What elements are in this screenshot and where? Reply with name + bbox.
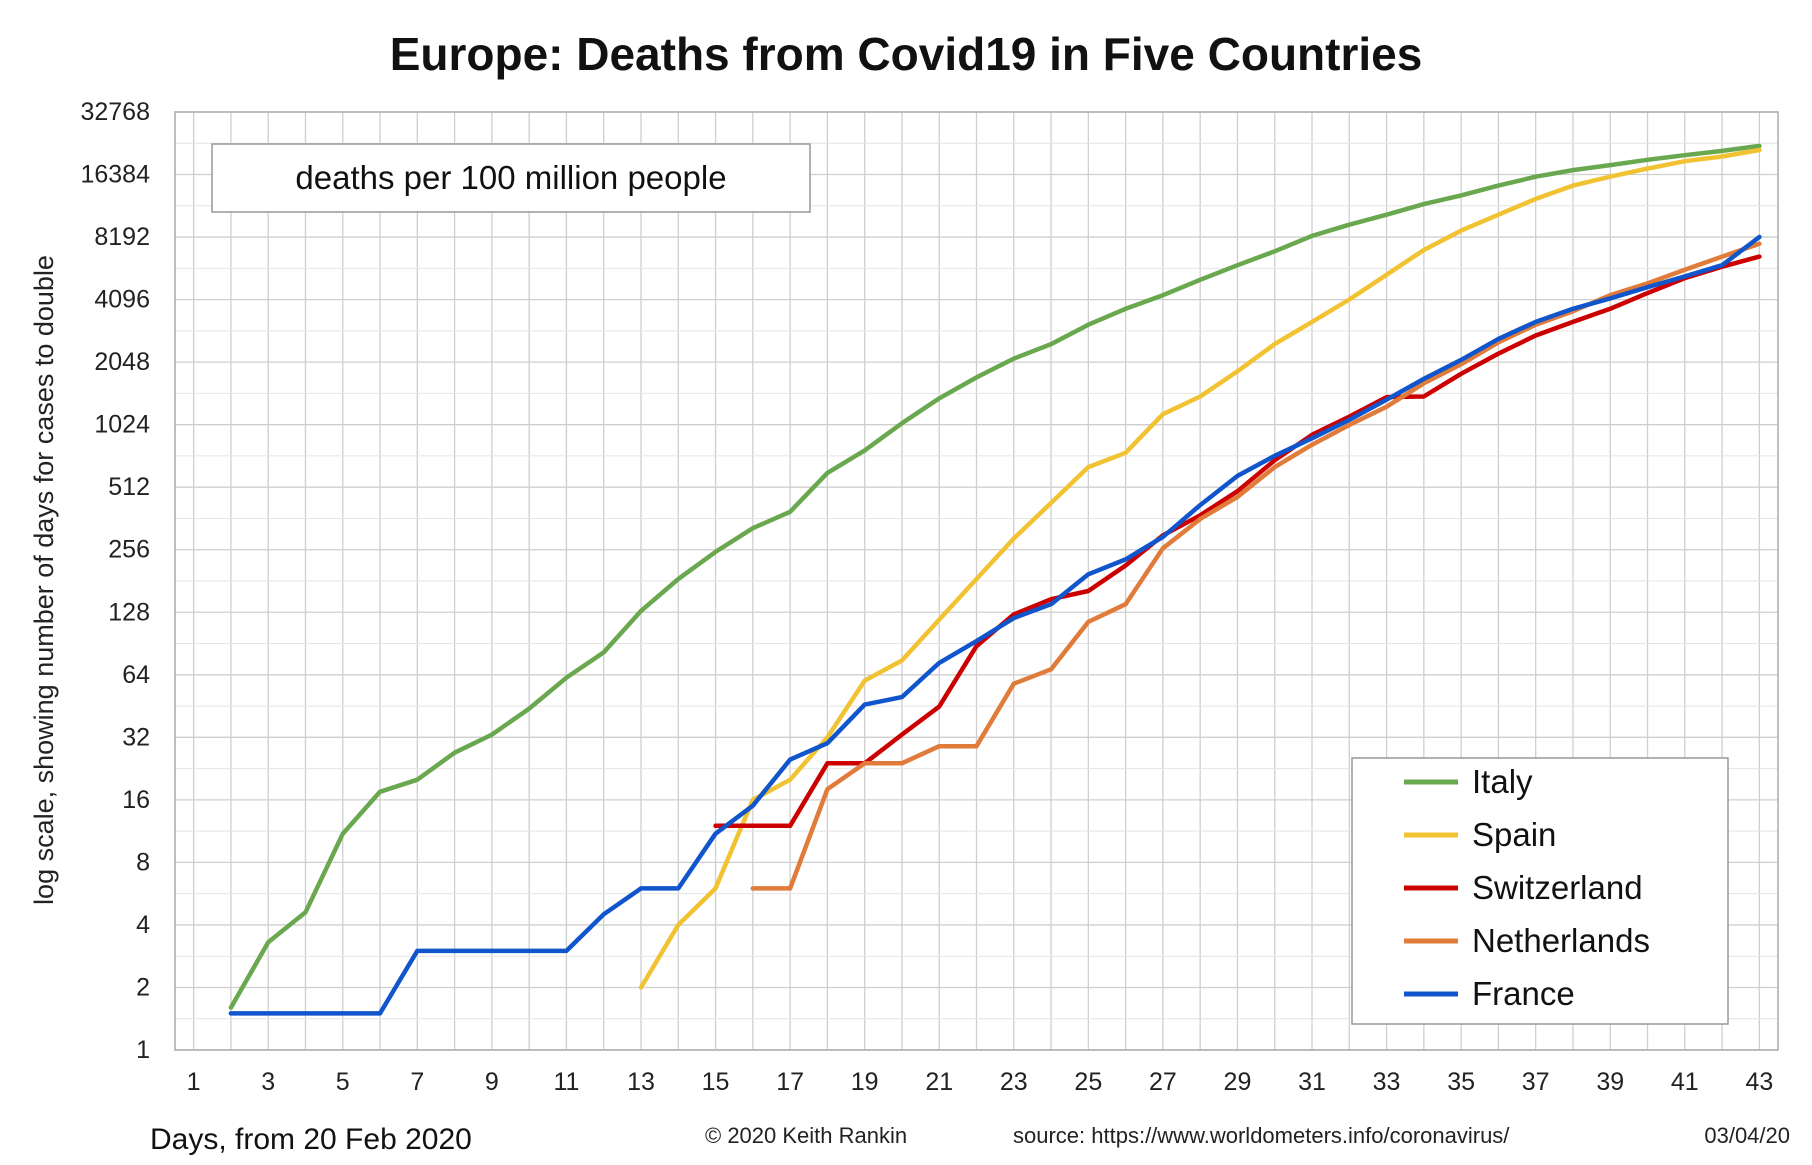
credit-text: © 2020 Keith Rankin xyxy=(705,1123,907,1148)
date-text: 03/04/20 xyxy=(1704,1123,1790,1148)
x-tick-label: 19 xyxy=(851,1068,879,1096)
legend-label-netherlands: Netherlands xyxy=(1472,922,1650,959)
legend-label-france: France xyxy=(1472,975,1575,1012)
legend: Italy Spain Switzerland Netherlands France xyxy=(1404,763,1650,1012)
y-tick-label: 1 xyxy=(136,1036,150,1064)
x-tick-label: 35 xyxy=(1447,1068,1475,1096)
x-tick-label: 31 xyxy=(1298,1068,1326,1096)
x-tick-label: 25 xyxy=(1074,1068,1102,1096)
y-axis-label: log scale, showing number of days for ca… xyxy=(29,255,59,905)
y-tick-label: 4 xyxy=(136,911,150,939)
annotation-text: deaths per 100 million people xyxy=(295,159,726,196)
x-tick-label: 39 xyxy=(1596,1068,1624,1096)
x-tick-label: 29 xyxy=(1224,1068,1252,1096)
x-tick-label: 15 xyxy=(702,1068,730,1096)
y-tick-labels: 1 2 4 8 16 32 64 128 256 512 1024 2048 4096 8192 16384… xyxy=(80,98,150,1064)
y-tick-label: 512 xyxy=(108,473,150,501)
x-tick-label: 9 xyxy=(485,1068,499,1096)
x-tick-label: 33 xyxy=(1373,1068,1401,1096)
x-axis-label: Days, from 20 Feb 2020 xyxy=(150,1123,472,1156)
chart-title: Europe: Deaths from Covid19 in Five Coun… xyxy=(390,28,1423,80)
y-tick-label: 128 xyxy=(108,598,150,626)
legend-label-italy: Italy xyxy=(1472,763,1533,800)
y-tick-label: 1024 xyxy=(94,411,150,439)
y-tick-label: 16 xyxy=(122,786,150,814)
y-tick-label: 256 xyxy=(108,536,150,564)
y-tick-label: 8192 xyxy=(94,223,150,251)
x-tick-label: 27 xyxy=(1149,1068,1177,1096)
legend-label-switzerland: Switzerland xyxy=(1472,869,1643,906)
x-tick-labels: 1 3 5 7 9 11 13 15 17 19 21 23 25 27 29 31 33 35 37 39 41 43 xyxy=(187,1068,1774,1096)
source-text: source: https://www.worldometers.info/co… xyxy=(1013,1123,1510,1148)
legend-label-spain: Spain xyxy=(1472,816,1556,853)
x-tick-label: 11 xyxy=(553,1068,579,1096)
y-tick-label: 16384 xyxy=(80,161,150,189)
series-line-spain xyxy=(638,147,1762,990)
series-lines xyxy=(228,143,1762,1016)
x-tick-label: 37 xyxy=(1522,1068,1550,1096)
x-tick-label: 7 xyxy=(410,1068,424,1096)
plot-border xyxy=(174,111,1779,1051)
x-tick-label: 23 xyxy=(1000,1068,1028,1096)
y-tick-label: 32 xyxy=(122,723,150,751)
x-tick-label: 41 xyxy=(1671,1068,1699,1096)
y-tick-label: 32768 xyxy=(80,98,150,126)
series-line-italy xyxy=(228,143,1762,1010)
y-tick-label: 2 xyxy=(136,973,150,1001)
series-line-switzerland xyxy=(713,254,1762,829)
y-tick-label: 2048 xyxy=(94,348,150,376)
y-tick-label: 8 xyxy=(136,848,150,876)
annotation-box xyxy=(211,143,811,213)
x-tick-label: 21 xyxy=(925,1068,953,1096)
x-tick-label: 17 xyxy=(776,1068,804,1096)
y-tick-label: 64 xyxy=(122,661,150,689)
x-tick-label: 1 xyxy=(187,1068,201,1096)
legend-box xyxy=(1351,757,1729,1025)
x-tick-label: 13 xyxy=(627,1068,655,1096)
x-tick-label: 3 xyxy=(261,1068,275,1096)
series-line-france xyxy=(228,234,1762,1016)
y-tick-label: 4096 xyxy=(94,286,150,314)
x-tick-label: 5 xyxy=(336,1068,350,1096)
x-tick-label: 43 xyxy=(1745,1068,1773,1096)
